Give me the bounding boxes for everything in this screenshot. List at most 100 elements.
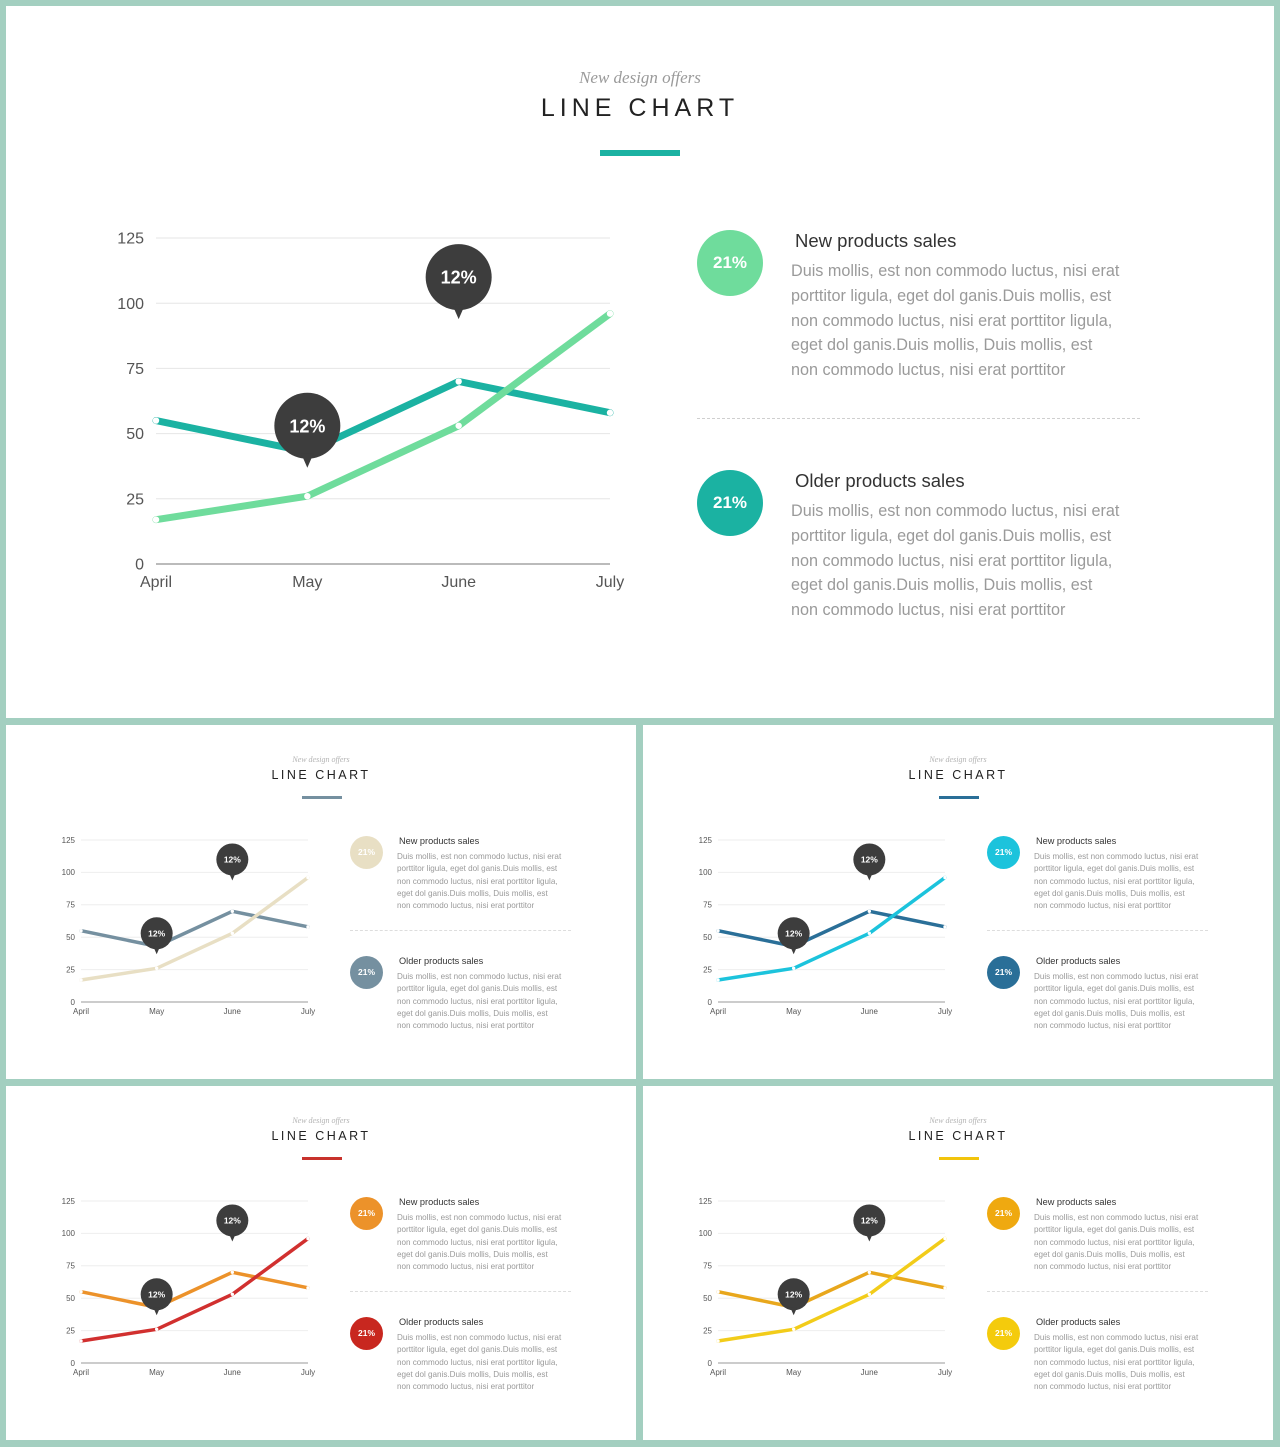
- data-point: [154, 966, 159, 971]
- pin-label: 12%: [289, 416, 325, 436]
- dashed-divider: [350, 930, 571, 931]
- pin-body: [140, 917, 173, 950]
- pin-tip: [790, 1307, 798, 1316]
- y-tick-label: 75: [66, 1262, 75, 1271]
- data-point: [230, 1270, 235, 1274]
- slide-thumbnail-gray: New design offers LINE CHART 0 25 50 75 100 1…: [6, 725, 636, 1079]
- info-heading: New products sales: [1036, 1197, 1117, 1207]
- pin-label: 12%: [861, 1216, 878, 1226]
- info-panel: 21% New products sales Duis mollis, est …: [987, 835, 1209, 1055]
- annotation-pin: 12%: [140, 917, 173, 955]
- data-point: [867, 909, 872, 913]
- percent-badge: 21%: [987, 836, 1020, 869]
- data-point: [79, 1339, 83, 1343]
- info-item-older-products: 21% Older products sales Duis mollis, es…: [987, 1317, 1209, 1417]
- data-point: [304, 492, 311, 500]
- info-item-new-products: 21% New products sales Duis mollis, est …: [697, 230, 1142, 430]
- data-point: [791, 966, 796, 971]
- title-underline: [302, 796, 342, 799]
- x-tick-label: April: [73, 1007, 89, 1016]
- info-item-older-products: 21% Older products sales Duis mollis, es…: [987, 956, 1209, 1056]
- info-item-older-products: 21% Older products sales Duis mollis, es…: [350, 1317, 572, 1417]
- pin-body: [216, 1204, 249, 1237]
- percent-badge: 21%: [350, 836, 383, 869]
- y-tick-label: 125: [117, 231, 144, 248]
- line-chart: 0 25 50 75 100 125 April May June July 12% 12%: [117, 231, 624, 591]
- info-heading: Older products sales: [1036, 956, 1121, 966]
- y-tick-label: 0: [71, 1359, 76, 1368]
- x-tick-label: June: [441, 574, 476, 591]
- info-item-new-products: 21% New products sales Duis mollis, est …: [350, 836, 572, 936]
- y-tick-label: 75: [703, 1262, 712, 1271]
- data-point: [306, 1286, 310, 1290]
- y-tick-label: 75: [66, 901, 75, 910]
- info-panel: 21% New products sales Duis mollis, est …: [350, 1196, 572, 1416]
- percent-badge: 21%: [350, 1317, 383, 1350]
- slide-thumbnail-blue: New design offers LINE CHART 0 25 50 75 100 1…: [643, 725, 1273, 1079]
- pin-body: [777, 1278, 810, 1311]
- info-item-new-products: 21% New products sales Duis mollis, est …: [987, 836, 1209, 936]
- y-tick-label: 100: [62, 868, 76, 877]
- series-line: [716, 875, 947, 982]
- x-tick-label: May: [149, 1368, 164, 1377]
- x-tick-label: July: [301, 1007, 315, 1016]
- y-tick-label: 75: [126, 361, 144, 378]
- pin-body: [777, 917, 810, 950]
- info-item-new-products: 21% New products sales Duis mollis, est …: [987, 1197, 1209, 1297]
- slide-subtitle: New design offers: [579, 68, 701, 87]
- slide-title: LINE CHART: [540, 94, 740, 122]
- series-line: [79, 1270, 310, 1310]
- y-tick-label: 125: [62, 836, 76, 845]
- data-point: [79, 1290, 83, 1294]
- data-point: [455, 378, 462, 385]
- y-tick-label: 75: [703, 901, 712, 910]
- annotation-pin: 12%: [425, 244, 492, 320]
- info-heading: New products sales: [1036, 836, 1117, 846]
- pin-tip: [452, 304, 465, 320]
- slide-thumbnail-red: New design offers LINE CHART 0 25 50 75 100 1…: [6, 1086, 636, 1440]
- y-tick-label: 100: [117, 296, 144, 313]
- info-body: Duis mollis, est non commodo luctus, nis…: [397, 972, 562, 1031]
- annotation-pin: 12%: [777, 1278, 810, 1316]
- slide-thumbnail-yellow: New design offers LINE CHART 0 25 50 75 100 1…: [643, 1086, 1273, 1440]
- info-heading: Older products sales: [399, 956, 484, 966]
- y-tick-label: 100: [699, 1229, 713, 1238]
- percent-badge: 21%: [987, 1197, 1020, 1230]
- slide-title: LINE CHART: [908, 768, 1008, 782]
- data-point: [455, 422, 462, 429]
- info-panel: 21% New products sales Duis mollis, est …: [697, 228, 1142, 668]
- info-body: Duis mollis, est non commodo luctus, nis…: [397, 1213, 562, 1272]
- x-tick-label: May: [786, 1368, 801, 1377]
- slide-subtitle: New design offers: [292, 755, 350, 764]
- pin-label: 12%: [861, 855, 878, 865]
- pin-body: [853, 843, 886, 876]
- x-tick-label: May: [149, 1007, 164, 1016]
- series-line: [79, 875, 310, 982]
- info-heading: Older products sales: [1036, 1317, 1121, 1327]
- y-tick-label: 25: [66, 1326, 75, 1335]
- dashed-divider: [987, 1291, 1208, 1292]
- dashed-divider: [350, 1291, 571, 1292]
- slide-large: New design offers LINE CHART 0 25 50 75 100 1…: [6, 6, 1274, 718]
- data-point: [606, 310, 614, 317]
- series-line: [152, 310, 614, 524]
- data-point: [79, 978, 83, 982]
- y-tick-label: 50: [66, 1294, 75, 1303]
- title-underline: [302, 1157, 342, 1160]
- slide-subtitle: New design offers: [292, 1116, 350, 1125]
- dashed-divider: [697, 418, 1140, 419]
- pin-tip: [153, 1307, 161, 1316]
- info-panel: 21% New products sales Duis mollis, est …: [987, 1196, 1209, 1416]
- data-point: [943, 875, 947, 880]
- data-point: [943, 1286, 947, 1290]
- pin-tip: [153, 946, 161, 955]
- info-body: Duis mollis, est non commodo luctus, nis…: [397, 852, 562, 911]
- percent-badge: 21%: [697, 470, 763, 536]
- info-body: Duis mollis, est non commodo luctus, nis…: [791, 502, 1120, 620]
- y-tick-label: 0: [135, 557, 144, 574]
- pin-label: 12%: [785, 928, 802, 938]
- pin-tip: [301, 453, 314, 468]
- data-point: [791, 1327, 796, 1332]
- data-point: [306, 875, 310, 880]
- info-item-older-products: 21% Older products sales Duis mollis, es…: [697, 470, 1142, 670]
